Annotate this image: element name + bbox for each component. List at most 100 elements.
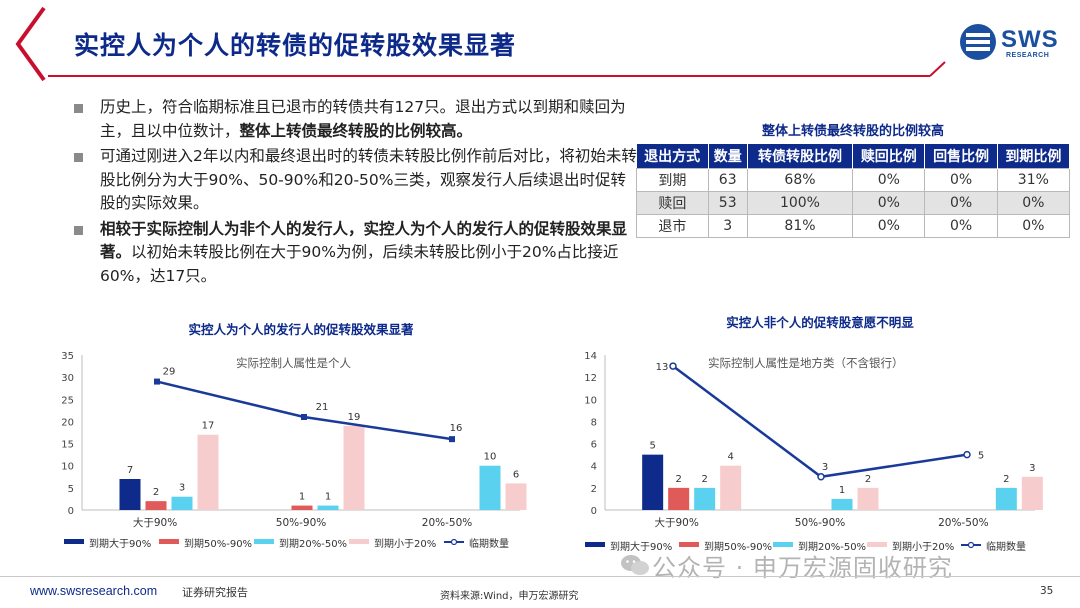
table-cell: 0% <box>996 213 1071 238</box>
bar <box>343 425 365 510</box>
bar <box>857 487 879 510</box>
table-header-cell: 数量 <box>708 144 748 168</box>
sws-logo: SWS RESEARCH <box>958 22 1058 62</box>
table-row: 赎回 53 100% 0% 0% 0% <box>636 190 1071 215</box>
page-title: 实控人为个人的转债的促转股效果显著 <box>74 31 517 60</box>
bar-value-label: 6 <box>513 469 519 480</box>
bar <box>1021 476 1043 510</box>
y-tick-label: 10 <box>584 395 597 406</box>
legend-swatch <box>867 542 887 547</box>
y-tick-label: 2 <box>591 484 597 495</box>
table-title: 整体上转债最终转股的比例较高 <box>761 124 944 139</box>
y-tick-label: 35 <box>61 351 74 362</box>
bullet-bold-text: 整体上转债最终转股的比例较高。 <box>239 121 473 140</box>
y-tick-label: 0 <box>68 506 74 517</box>
footer-website-link[interactable]: www.swsresearch.com <box>30 584 158 598</box>
y-tick-label: 6 <box>591 440 597 451</box>
bar <box>831 498 853 510</box>
table-header-cell: 退出方式 <box>636 144 709 168</box>
y-tick-label: 4 <box>591 462 597 473</box>
bar-value-label: 17 <box>202 421 215 432</box>
exit-ratio-table: 退出方式 数量 转债转股比例 赎回比例 回售比例 到期比例 到期 63 68% … <box>636 144 1071 238</box>
table-cell: 100% <box>746 190 854 215</box>
y-tick-label: 20 <box>61 417 74 428</box>
table-cell: 53 <box>707 190 748 215</box>
legend-swatch <box>773 542 793 547</box>
y-tick-label: 5 <box>68 484 74 495</box>
bar-value-label: 5 <box>649 441 655 452</box>
legend-swatch <box>64 539 84 544</box>
slide-header: 实控人为个人的转债的促转股效果显著 SWS RESEARCH <box>0 0 1080 84</box>
footer-report-label: 证券研究报告 <box>182 586 248 599</box>
table-header-cell: 转债转股比例 <box>747 144 854 168</box>
bullet-text-tail: 以初始未转股比例在大于90%为例，后续未转股比例小于20%占比接近60%，达17… <box>100 243 619 285</box>
bar-value-label: 19 <box>348 412 361 423</box>
x-tick-label: 50%-90% <box>276 517 326 529</box>
x-tick-label: 大于90% <box>133 516 177 529</box>
chart-title: 实控人非个人的促转股意愿不明显 <box>726 315 914 330</box>
table-cell: 3 <box>707 213 748 238</box>
bar <box>995 487 1017 510</box>
legend-swatch <box>159 539 179 544</box>
legend-label: 临期数量 <box>469 537 509 550</box>
chart-annotation: 实际控制人属性是个人 <box>236 356 351 370</box>
table-header-cell: 赎回比例 <box>852 144 926 168</box>
legend-swatch <box>679 542 699 547</box>
table-cell: 0% <box>852 167 926 192</box>
x-tick-label: 50%-90% <box>795 517 845 529</box>
legend-label: 到期50%-90% <box>704 541 772 553</box>
bar-value-label: 10 <box>484 452 497 463</box>
bar <box>668 487 690 510</box>
bar <box>479 465 501 510</box>
y-tick-label: 10 <box>61 462 74 473</box>
line-point <box>963 450 971 459</box>
chart-title: 实控人为个人的发行人的促转股效果显著 <box>188 322 414 337</box>
bar <box>720 465 742 510</box>
bar <box>317 505 339 510</box>
bar-value-label: 7 <box>127 465 133 476</box>
bullet-list: 历史上，符合临期标准且已退市的转债共有127只。退出方式以到期和赎回为主，且以中… <box>70 96 640 290</box>
table-cell: 0% <box>852 213 926 238</box>
line-value-label: 29 <box>163 367 176 378</box>
table-row: 退市 3 81% 0% 0% 0% <box>636 213 1071 238</box>
bullet-item: 历史上，符合临期标准且已退市的转债共有127只。退出方式以到期和赎回为主，且以中… <box>70 96 640 143</box>
bar-value-label: 3 <box>179 483 185 494</box>
bar-value-label: 2 <box>1003 474 1009 485</box>
legend-swatch <box>585 542 605 547</box>
bullet-bold-text: 相较于实际控制人为非个人的发行人，实控人为个人的发行人的促转股效果显著。 <box>100 219 628 262</box>
table-header-cell: 回售比例 <box>924 144 998 168</box>
legend-line-marker <box>967 541 975 549</box>
logo-text: SWS <box>1001 26 1059 53</box>
bullet-square-icon <box>74 225 83 235</box>
table-cell: 68% <box>746 167 854 192</box>
table-header-row: 退出方式 数量 转债转股比例 赎回比例 回售比例 到期比例 <box>636 144 1071 168</box>
table-cell: 0% <box>924 190 998 215</box>
line-series <box>672 365 968 479</box>
line-value-label: 3 <box>822 462 828 473</box>
y-tick-label: 14 <box>584 351 597 362</box>
y-tick-label: 8 <box>591 417 597 428</box>
bar <box>171 496 193 510</box>
line-point <box>154 378 160 385</box>
table-header-cell: 到期比例 <box>997 144 1071 168</box>
watermark-text: 公众号 · 申万宏源固收研究 <box>652 554 953 582</box>
bullet-item: 相较于实际控制人为非个人的发行人，实控人为个人的发行人的促转股效果显著。以初始未… <box>70 218 640 289</box>
bullet-square-icon <box>74 153 83 162</box>
y-tick-label: 15 <box>61 440 74 451</box>
line-value-label: 13 <box>656 362 669 373</box>
bar <box>291 505 313 510</box>
logo-icon <box>960 24 996 60</box>
header-decoration <box>15 0 946 82</box>
bar <box>145 501 167 510</box>
y-tick-label: 0 <box>591 506 597 517</box>
bar-value-label: 2 <box>153 487 159 498</box>
legend-label: 到期大于90% <box>89 537 151 550</box>
line-point <box>301 414 307 420</box>
line-point <box>449 436 455 443</box>
line-value-label: 5 <box>978 451 984 462</box>
legend-label: 临期数量 <box>986 540 1026 553</box>
line-value-label: 21 <box>316 402 329 413</box>
table-cell: 81% <box>746 213 854 238</box>
